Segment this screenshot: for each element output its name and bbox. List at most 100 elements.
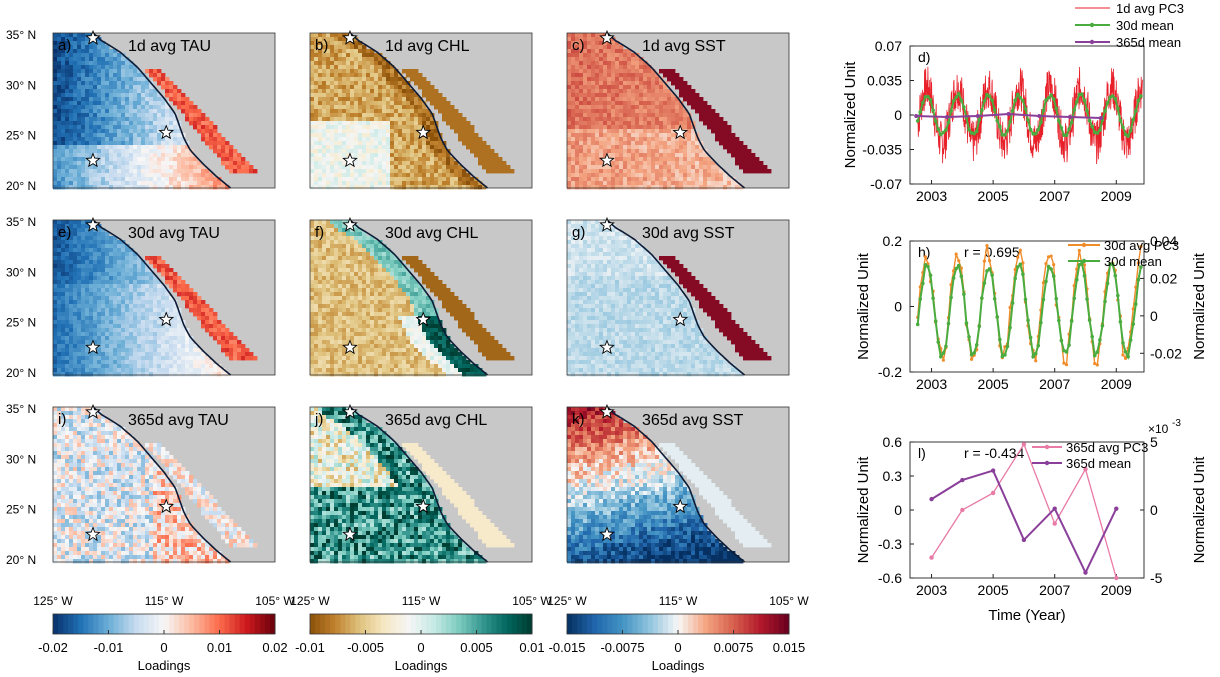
colorbar-tick-label: 0 (674, 640, 681, 655)
legend-entry: 30d mean (1104, 254, 1162, 269)
station-star-marker (85, 526, 101, 542)
x-tick-label: 2005 (978, 376, 1009, 392)
station-star-marker (672, 124, 689, 140)
map-title: 30d avg SST (642, 225, 735, 242)
map-title: 365d avg CHL (385, 412, 487, 429)
map-panel-chl-365d: j) 365d avg CHL (309, 403, 533, 564)
station-star-marker (599, 526, 615, 542)
latitude-label: 25° N (6, 129, 36, 143)
series-30d-mean (915, 261, 1143, 360)
loading-field (53, 407, 258, 564)
latitude-tick-labels: 35° N 30° N 25° N 20° N 35° N 30° N 25° N 20° N… (6, 28, 36, 567)
y-axis-label-left: Normalized Unit (855, 252, 872, 360)
time-series-charts: 0.07 0.035 0 -0.035 -0.07 2003 2005 2007 2009 Nor… (842, 1, 1208, 624)
x-tick-label: 2003 (916, 376, 947, 392)
y-tick-label-right: 0 (1150, 308, 1158, 324)
legend-marker (1044, 444, 1050, 450)
coastline (606, 32, 746, 189)
latitude-label: 30° N (6, 452, 36, 466)
y-tick-label: -0.07 (870, 176, 902, 192)
station-star-marker (599, 403, 615, 419)
x-tick-label: 2003 (916, 188, 947, 204)
x-tick-label: 2005 (978, 188, 1009, 204)
coastline (92, 32, 232, 189)
colorbars: -0.02 -0.01 0 0.01 0.02 Loadings -0.01 -0.005 0 0… (38, 613, 805, 673)
correlation-annotation: r = 0.695 (964, 244, 1020, 260)
station-star-marker (415, 311, 432, 327)
panel-label: g) (572, 224, 585, 241)
legend-marker (1044, 460, 1050, 466)
station-star-marker (672, 498, 689, 514)
longitude-label: 115° W (659, 594, 698, 608)
coastline (606, 219, 746, 376)
map-panel-chl-1d: b) 1d avg CHL (309, 29, 533, 190)
panel-label: h) (918, 244, 930, 260)
y-tick-label-left: -0.2 (878, 364, 902, 380)
latitude-label: 30° N (6, 78, 36, 92)
loading-field (53, 220, 258, 377)
chart-panel-d: 0.07 0.035 0 -0.035 -0.07 2003 2005 2007 2009 Nor… (842, 1, 1184, 204)
map-panel-sst-1d: c) 1d avg SST (566, 29, 790, 190)
map-frame (309, 219, 533, 376)
x-tick-label: 2007 (1039, 376, 1070, 392)
y-axis-label-right: Normalized Unit (1191, 456, 1208, 564)
panel-label: a) (58, 37, 71, 54)
colorbar-label: Loadings (395, 658, 448, 673)
coastline (606, 406, 746, 563)
axis-exponent: ×10 (1148, 422, 1169, 436)
panel-label: d) (918, 49, 930, 65)
map-frame (52, 406, 276, 563)
loading-field (567, 220, 772, 377)
legend-entry: 30d mean (1116, 18, 1174, 33)
longitude-label: 115° W (402, 594, 441, 608)
y-axis-label: Normalized Unit (842, 61, 859, 169)
station-star-marker (158, 498, 175, 514)
coastline (92, 406, 232, 563)
panel-label: i) (58, 411, 66, 428)
latitude-label: 20° N (6, 553, 36, 567)
coastline (349, 219, 489, 376)
x-axis-label: Time (Year) (988, 607, 1065, 624)
map-panel-tau-365d: i) 365d avg TAU (52, 403, 276, 564)
colorbar-label: Loadings (138, 658, 191, 673)
map-panel-chl-30d: f) 30d avg CHL (309, 216, 533, 377)
latitude-label: 25° N (6, 503, 36, 517)
y-tick-label-right: -5 (1150, 570, 1163, 586)
panel-label: c) (572, 37, 585, 54)
y-tick-label-right: 0 (1150, 502, 1158, 518)
panel-label: e) (58, 224, 71, 241)
x-tick-label: 2005 (978, 582, 1009, 598)
series-line (931, 469, 1118, 575)
y-tick-label-left: 0.3 (883, 468, 903, 484)
station-star-marker (599, 152, 615, 168)
latitude-label: 25° N (6, 316, 36, 330)
coastline (349, 32, 489, 189)
longitude-label: 115° W (145, 594, 184, 608)
station-star-marker (85, 216, 101, 232)
panel-label: b) (315, 37, 328, 54)
station-star-marker (85, 152, 101, 168)
legend-entry: 365d mean (1066, 456, 1131, 471)
loading-field (310, 33, 515, 190)
legend-marker (1089, 22, 1095, 28)
colorbar-tick-label: 0 (417, 640, 424, 655)
legend-entry: 1d avg PC3 (1116, 1, 1184, 16)
series-line (916, 91, 1142, 138)
station-star-marker (599, 216, 615, 232)
station-star-marker (342, 339, 358, 355)
y-tick-label-left: 0.6 (883, 434, 903, 450)
longitude-label: 105° W (255, 594, 295, 608)
map-frame (566, 406, 790, 563)
colorbar-3: -0.015 -0.0075 0 0.0075 0.015 Loadings (549, 613, 805, 673)
chart-panel-l: 0.6 0.3 0 -0.3 -0.6 5 0 -5 2003 2005 2007 2009 Time … (855, 418, 1208, 624)
x-tick-label: 2009 (1101, 188, 1132, 204)
station-star-marker (85, 29, 101, 45)
station-star-marker (672, 311, 689, 327)
latitude-label: 30° N (6, 265, 36, 279)
station-star-marker (158, 311, 175, 327)
x-tick-label: 2009 (1101, 376, 1132, 392)
colorbar-tick-label: 0.005 (460, 640, 493, 655)
